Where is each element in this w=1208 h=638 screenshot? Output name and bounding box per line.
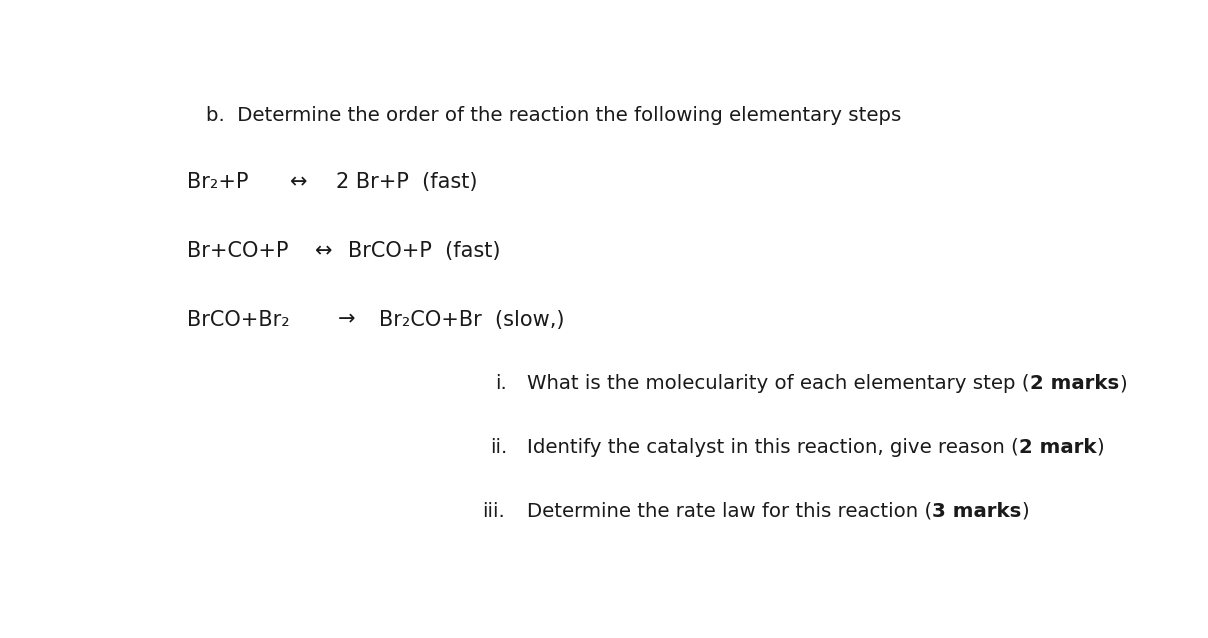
Text: What is the molecularity of each elementary step (: What is the molecularity of each element…: [528, 374, 1030, 393]
Text: ii.: ii.: [490, 438, 507, 457]
Text: Determine the rate law for this reaction (: Determine the rate law for this reaction…: [528, 502, 933, 521]
Text: 3 marks: 3 marks: [933, 502, 1022, 521]
Text: i.: i.: [495, 374, 507, 393]
Text: 2 marks: 2 marks: [1030, 374, 1119, 393]
Text: ↔: ↔: [315, 241, 332, 261]
Text: Br₂CO+Br  (slow,): Br₂CO+Br (slow,): [379, 309, 565, 330]
Text: ↔: ↔: [290, 172, 307, 192]
Text: Identify the catalyst in this reaction, give reason (: Identify the catalyst in this reaction, …: [528, 438, 1020, 457]
Text: BrCO+Br₂: BrCO+Br₂: [186, 309, 290, 330]
Text: →: →: [338, 309, 355, 330]
Text: b.  Determine the order of the reaction the following elementary steps: b. Determine the order of the reaction t…: [205, 106, 901, 125]
Text: BrCO+P  (fast): BrCO+P (fast): [348, 241, 500, 261]
Text: Br+CO+P: Br+CO+P: [186, 241, 288, 261]
Text: ): ): [1097, 438, 1104, 457]
Text: Br₂+P: Br₂+P: [186, 172, 248, 192]
Text: iii.: iii.: [482, 502, 505, 521]
Text: ): ): [1022, 502, 1029, 521]
Text: ): ): [1119, 374, 1127, 393]
Text: 2 Br+P  (fast): 2 Br+P (fast): [336, 172, 478, 192]
Text: 2 mark: 2 mark: [1020, 438, 1097, 457]
